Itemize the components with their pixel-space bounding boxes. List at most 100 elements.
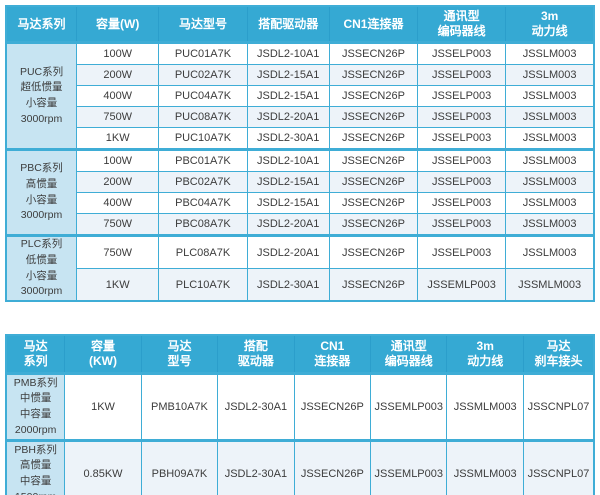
- data-cell: JSDL2-15A1: [246, 64, 330, 86]
- data-cell: JSSELP003: [417, 171, 507, 193]
- data-cell: JSSCNPL07: [522, 440, 595, 495]
- data-cell: JSSECN26P: [328, 127, 419, 150]
- data-cell: JSSLM003: [505, 127, 595, 150]
- data-cell: JSDL2-15A1: [246, 192, 330, 214]
- column-header: 马达系列: [6, 6, 78, 44]
- data-cell: JSSLM003: [505, 171, 595, 193]
- data-cell: PBC01A7K: [158, 149, 248, 172]
- data-cell: PMB10A7K: [140, 373, 219, 441]
- data-cell: JSSMLM003: [505, 268, 595, 302]
- data-cell: 400W: [76, 85, 160, 107]
- column-header: 搭配 驱动器: [217, 335, 295, 375]
- data-cell: JSSLM003: [505, 64, 595, 86]
- data-cell: JSSELP003: [417, 149, 507, 172]
- column-header: CN1 连接器: [294, 335, 372, 375]
- data-cell: JSSECN26P: [328, 234, 419, 270]
- data-cell: JSSELP003: [417, 106, 507, 128]
- data-cell: JSSCNPL07: [522, 373, 595, 441]
- data-cell: JSSECN26P: [328, 268, 419, 302]
- series-cell: PBH系列 高惯量 中容量 1500rpm: [5, 440, 66, 495]
- data-cell: 200W: [76, 171, 160, 193]
- table-row: PBH系列 高惯量 中容量 1500rpm0.85KWPBH09A7KJSDL2…: [5, 440, 595, 495]
- column-header: 3m 动力线: [446, 335, 524, 375]
- data-cell: JSSLM003: [505, 85, 595, 107]
- data-cell: PBH09A7K: [140, 440, 219, 495]
- data-cell: JSSECN26P: [328, 192, 419, 214]
- column-header: 马达型号: [158, 6, 248, 44]
- column-header: 马达 刹车接头: [523, 335, 595, 375]
- table-header: 马达 系列 容量 (KW) 马达 型号 搭配 驱动器 CN1 连接器 通讯型 编码器线 3m…: [6, 335, 595, 375]
- series-section: PUC系列 超低惯量 小容量 3000rpm 100W PUC01A7K JSDL2-…: [5, 42, 595, 150]
- column-header: 通讯型 编码器线: [417, 6, 507, 44]
- table-row: 400W PUC04A7K JSDL2-15A1 JSSECN26P JSSELP003…: [6, 85, 595, 107]
- data-cell: JSDL2-30A1: [217, 373, 295, 441]
- series-section: PBH系列 高惯量 中容量 1500rpm0.85KWPBH09A7KJSDL2…: [5, 440, 595, 495]
- series-cell: PBC系列 高惯量 小容量 3000rpm: [5, 149, 78, 236]
- data-cell: 1KW: [64, 373, 142, 441]
- column-header: 容量 (KW): [64, 335, 142, 375]
- data-cell: JSSECN26P: [293, 440, 372, 495]
- table-row: PBC系列 高惯量 小容量 3000rpm 100W PBC01A7K JSDL2-1…: [5, 149, 595, 236]
- column-header: 容量(W): [76, 6, 160, 44]
- data-cell: JSSELP003: [417, 213, 507, 236]
- data-cell: JSSECN26P: [328, 149, 419, 172]
- data-cell: JSSELP003: [417, 234, 507, 270]
- data-cell: JSDL2-30A1: [217, 440, 295, 495]
- data-cell: JSSECN26P: [293, 373, 372, 441]
- table-row: 750W PBC08A7K JSDL2-20A1 JSSECN26P JSSELP003…: [6, 213, 595, 236]
- column-header: 马达 系列: [6, 335, 66, 375]
- data-cell: PUC01A7K: [158, 42, 248, 65]
- small-capacity-motor-table: 马达系列 容量(W) 马达型号 搭配驱动器 CN1连接器 通讯型 编码器线 3m 动力线 P…: [5, 5, 595, 302]
- table-row: PMB系列 中惯量 中容量 2000rpm 1KW PMB10A7K JSDL2-30…: [5, 373, 595, 441]
- data-cell: PLC10A7K: [158, 268, 248, 302]
- table-row: 750W PUC08A7K JSDL2-20A1 JSSECN26P JSSELP003…: [6, 106, 595, 128]
- data-cell: JSSECN26P: [328, 106, 419, 128]
- data-cell: PUC08A7K: [158, 106, 248, 128]
- data-cell: JSSLM003: [505, 149, 595, 172]
- data-cell: JSDL2-15A1: [246, 85, 330, 107]
- table-row: PUC系列 超低惯量 小容量 3000rpm 100W PUC01A7K JSDL2-…: [5, 42, 595, 150]
- data-cell: 0.85KW: [64, 440, 142, 495]
- data-cell: JSDL2-20A1: [246, 234, 330, 270]
- data-cell: JSDL2-20A1: [246, 213, 330, 236]
- data-cell: JSSEMLP003: [370, 440, 448, 495]
- data-cell: JSDL2-20A1: [246, 106, 330, 128]
- data-cell: JSSECN26P: [328, 213, 419, 236]
- data-cell: PBC04A7K: [158, 192, 248, 214]
- data-cell: JSSECN26P: [328, 42, 419, 65]
- series-section: PMB系列 中惯量 中容量 2000rpm 1KW PMB10A7K JSDL2-30…: [5, 373, 595, 441]
- data-cell: JSSELP003: [417, 85, 507, 107]
- data-cell: JSSELP003: [417, 42, 507, 65]
- data-cell: 1KW: [76, 127, 160, 150]
- data-cell: JSDL2-30A1: [246, 127, 330, 150]
- data-cell: 200W: [76, 64, 160, 86]
- data-cell: JSDL2-30A1: [246, 268, 330, 302]
- series-section: PBC系列 高惯量 小容量 3000rpm 100W PBC01A7K JSDL2-1…: [5, 149, 595, 236]
- series-cell: PLC系列 低惯量 小容量 3000rpm: [5, 235, 78, 302]
- data-cell: 100W: [76, 42, 160, 65]
- column-header: 通讯型 编码器线: [370, 335, 448, 375]
- data-cell: JSDL2-15A1: [246, 171, 330, 193]
- data-cell: JSSLM003: [505, 42, 595, 65]
- data-cell: JSSLM003: [505, 106, 595, 128]
- data-cell: JSSLM003: [505, 234, 595, 270]
- data-cell: PUC10A7K: [158, 127, 248, 150]
- data-cell: PLC08A7K: [158, 234, 248, 270]
- table-row: PLC系列 低惯量 小容量 3000rpm 750W PLC08A7K JSDL2-2…: [5, 234, 595, 302]
- data-cell: JSSLM003: [505, 213, 595, 236]
- data-cell: JSSELP003: [417, 192, 507, 214]
- column-header: CN1连接器: [329, 6, 419, 44]
- table-row: 200W PBC02A7K JSDL2-15A1 JSSECN26P JSSELP003…: [6, 171, 595, 193]
- data-cell: JSSELP003: [417, 127, 507, 150]
- table-row: 1KW PUC10A7K JSDL2-30A1 JSSECN26P JSSELP003 J…: [6, 127, 595, 150]
- data-cell: JSSEMLP003: [370, 373, 448, 441]
- data-cell: 750W: [76, 106, 160, 128]
- column-header: 3m 动力线: [505, 6, 595, 44]
- series-section: PLC系列 低惯量 小容量 3000rpm 750W PLC08A7K JSDL2-2…: [5, 234, 595, 302]
- data-cell: PUC02A7K: [158, 64, 248, 86]
- medium-capacity-motor-table: 马达 系列 容量 (KW) 马达 型号 搭配 驱动器 CN1 连接器 通讯型 编码器线 3m…: [5, 334, 595, 495]
- table-row: 200W PUC02A7K JSDL2-15A1 JSSECN26P JSSELP003…: [6, 64, 595, 86]
- data-cell: 750W: [76, 213, 160, 236]
- data-cell: JSSECN26P: [328, 64, 419, 86]
- data-cell: PUC04A7K: [158, 85, 248, 107]
